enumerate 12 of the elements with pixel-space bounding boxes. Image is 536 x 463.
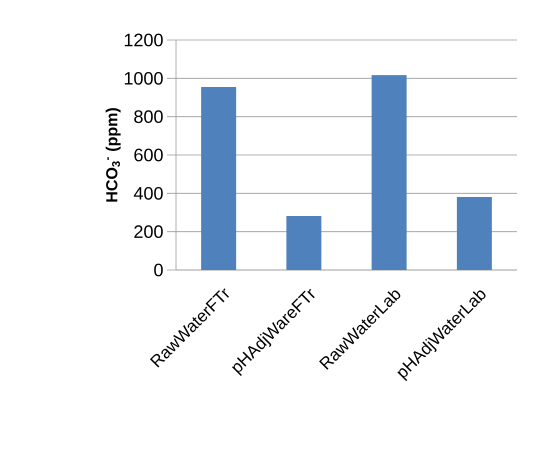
y-tick-label: 400 <box>134 186 163 200</box>
y-tick-label: 200 <box>134 225 163 238</box>
bar <box>372 75 407 270</box>
bar <box>456 196 492 270</box>
bar <box>201 86 236 270</box>
y-tick-label: 800 <box>134 110 163 124</box>
y-tick-label: 600 <box>134 148 163 162</box>
y-tick-label: 1200 <box>124 34 163 46</box>
y-axis-title: HCO$_{3}$$^{-}$ (ppm) <box>106 108 121 202</box>
bar <box>286 216 322 270</box>
y-tick-label: 0 <box>154 264 163 276</box>
y-tick-label: 1000 <box>124 72 163 85</box>
